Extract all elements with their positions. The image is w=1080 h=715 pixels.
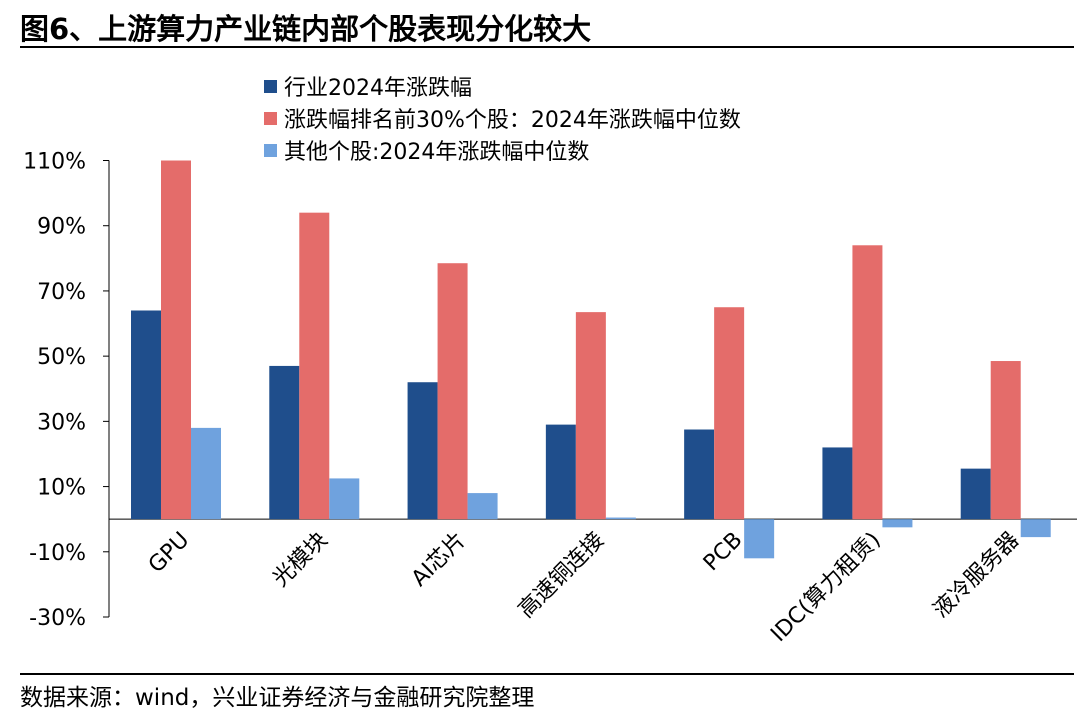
y-tick-label: -30% xyxy=(29,606,86,631)
bar-top30 xyxy=(852,245,883,520)
legend: 行业2024年涨跌幅 涨跌幅排名前30%个股：2024年涨跌幅中位数 其他个股:… xyxy=(264,70,741,166)
chart-title: 图6、上游算力产业链内部个股表现分化较大 xyxy=(20,12,592,46)
bar-industry xyxy=(131,310,161,520)
bar-top30 xyxy=(299,212,330,520)
legend-item-top30: 涨跌幅排名前30%个股：2024年涨跌幅中位数 xyxy=(264,102,741,134)
x-tick-label: AI芯片 xyxy=(407,528,471,592)
bar-industry xyxy=(822,447,853,520)
bar-industry xyxy=(545,424,576,520)
legend-swatch-industry xyxy=(264,79,277,93)
x-tick-label: GPU xyxy=(144,528,195,579)
bar-others xyxy=(882,519,913,528)
y-tick-label: 110% xyxy=(23,150,86,175)
y-tick-label: 30% xyxy=(37,410,86,435)
bar-top30 xyxy=(714,307,745,520)
y-tick-label: 10% xyxy=(37,476,86,501)
x-tick-label: PCB xyxy=(699,528,748,577)
x-tick-label: 液冷服务器 xyxy=(929,528,1024,623)
legend-item-others: 其他个股:2024年涨跌幅中位数 xyxy=(264,134,741,166)
legend-swatch-top30 xyxy=(264,111,277,125)
bar-industry xyxy=(960,468,991,520)
bar-industry xyxy=(269,365,300,520)
legend-item-industry: 行业2024年涨跌幅 xyxy=(264,70,741,102)
legend-label-others: 其他个股:2024年涨跌幅中位数 xyxy=(284,140,590,165)
bar-others xyxy=(744,519,775,559)
bar-industry xyxy=(407,382,438,520)
footer-rule xyxy=(20,673,1074,675)
x-tick-label: 光模块 xyxy=(268,528,332,592)
x-tick-label: IDC(算力租赁) xyxy=(766,528,885,647)
y-tick-label: 70% xyxy=(37,280,86,305)
bar-others xyxy=(191,427,221,520)
bar-top30 xyxy=(161,160,191,520)
bar-others xyxy=(605,517,636,520)
y-tick-label: 50% xyxy=(37,345,86,370)
bar-others xyxy=(467,493,498,520)
y-tick-label: -10% xyxy=(29,541,86,566)
legend-swatch-others xyxy=(264,143,277,157)
y-tick-label: 90% xyxy=(37,215,86,240)
bar-others xyxy=(1020,519,1051,538)
legend-label-top30: 涨跌幅排名前30%个股：2024年涨跌幅中位数 xyxy=(284,108,741,133)
x-tick-label: 高速铜连接 xyxy=(514,528,609,623)
bar-others xyxy=(329,478,360,520)
bar-top30 xyxy=(575,312,606,520)
bar-industry xyxy=(684,429,715,520)
source-note: 数据来源：wind，兴业证券经济与金融研究院整理 xyxy=(20,685,535,711)
title-rule xyxy=(20,46,1074,48)
bar-top30 xyxy=(990,361,1021,520)
legend-label-industry: 行业2024年涨跌幅 xyxy=(284,76,472,101)
bar-top30 xyxy=(437,263,468,520)
